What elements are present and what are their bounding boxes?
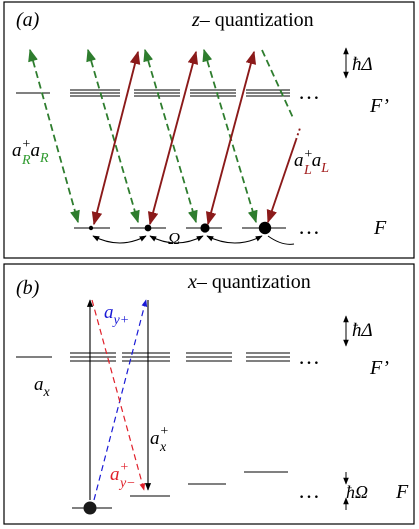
upper-levels-b [16,352,290,362]
splitting-label-b-upper: ħΔ [352,320,373,341]
op-ydag-label: a+ y− [110,460,136,491]
op-xplus-label: a+ x [150,424,169,455]
panel-b-title: x– quantization [187,271,311,293]
coupling-arcs [92,235,295,245]
green-arrows [28,48,295,224]
lower-level-label-b: F [395,481,409,503]
panel-a-frame [3,1,415,259]
op-x-label: ax [34,374,51,400]
upper-dots-b: … [298,344,320,369]
panel-a-label: (a) [16,9,40,31]
lower-dots-a: … [298,214,320,239]
red-arrows [91,50,301,226]
population-dot-3 [200,223,210,233]
lower-dots-b: … [298,478,320,503]
upper-levels-a [16,89,290,97]
blue-dashed-arrow [93,299,148,501]
lower-levels-b [72,471,288,509]
panel-b: (b) x– quantization … ħΔ F’ [3,263,415,525]
panel-a-title: z– quantization [191,9,314,31]
op-right-label: a+ RaR [12,137,49,168]
coupling-label: Ω [168,229,180,248]
black-arrows-b [86,299,152,500]
population-dot-2 [144,224,152,232]
splitting-label-a: ħΔ [352,54,373,75]
lower-level-label-a: F [373,217,387,239]
population-dot-b [83,501,97,515]
panel-b-label: (b) [16,277,40,299]
splitting-label-b-lower: ħΩ [346,482,368,502]
red-dashed-arrow [91,299,146,491]
upper-dots-a: … [298,79,320,104]
population-dot-1 [88,225,94,231]
population-dot-4 [258,221,272,235]
panel-a: (a) z– quantization … ħΔ F’ [3,1,415,259]
op-left-label: a+ LaL [294,147,329,178]
upper-level-label-a: F’ [369,95,389,117]
upper-level-label-b: F’ [369,357,389,379]
op-yplus-label: ay+ [104,302,129,328]
panel-b-frame [3,263,415,525]
